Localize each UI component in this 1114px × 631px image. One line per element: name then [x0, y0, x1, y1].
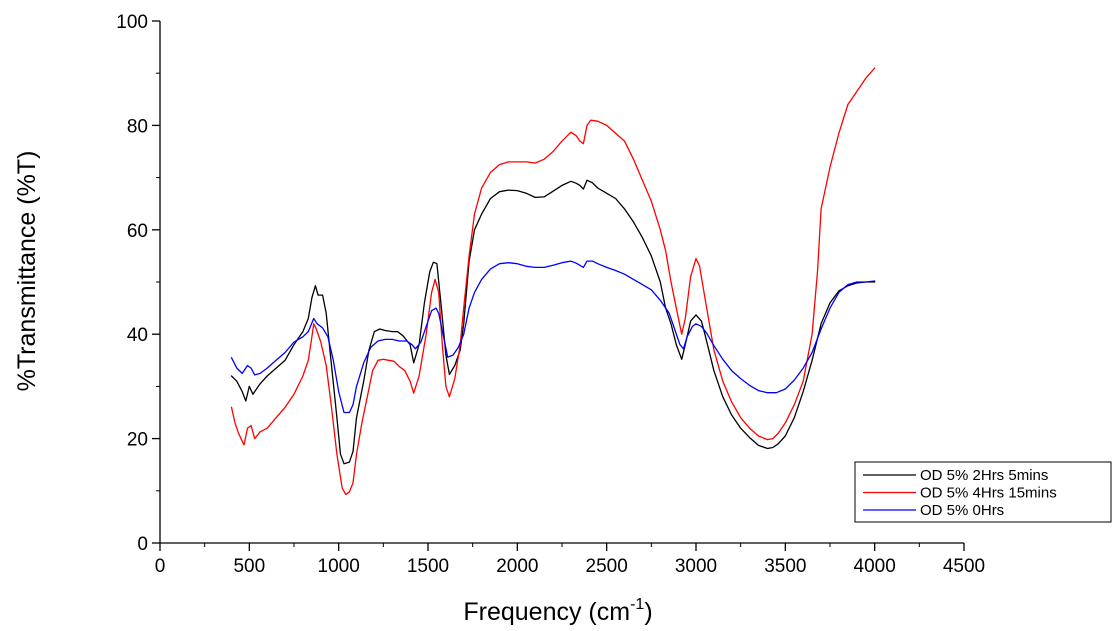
legend-label: OD 5% 0Hrs — [920, 502, 1004, 519]
y-tick-label: 80 — [127, 116, 148, 137]
series-line-2 — [230, 67, 876, 496]
x-axis-title-suffix: ) — [644, 598, 652, 626]
x-tick-label: 3000 — [675, 556, 717, 577]
series-layer — [230, 67, 876, 496]
x-tick-label: 2000 — [496, 556, 538, 577]
x-tick-label: 4000 — [854, 556, 896, 577]
y-tick-label: 40 — [127, 325, 148, 346]
x-tick-label: 4500 — [943, 556, 985, 577]
x-tick-label: 1500 — [407, 556, 449, 577]
legend-label: OD 5% 4Hrs 15mins — [920, 485, 1057, 502]
y-tick-label: 20 — [127, 430, 148, 451]
x-tick-label: 3500 — [764, 556, 806, 577]
series-line-3 — [230, 260, 876, 414]
x-tick-label: 1000 — [318, 556, 360, 577]
x-axis-title-main: Frequency (cm — [463, 598, 630, 626]
x-tick-label: 0 — [155, 556, 166, 577]
x-axis-title: Frequency (cm-1) — [463, 596, 652, 626]
y-axis-ticks: 0 20 40 60 80 100 — [116, 12, 160, 555]
y-tick-label: 0 — [137, 534, 148, 555]
legend-label: OD 5% 2Hrs 5mins — [920, 467, 1048, 484]
series-line-1 — [230, 179, 876, 465]
plot-area: 0 500 1000 1500 2000 2500 3000 3500 4000 4500 0 20… — [116, 12, 985, 577]
x-tick-label: 500 — [233, 556, 265, 577]
x-tick-label: 2500 — [586, 556, 628, 577]
x-axis-title-superscript: -1 — [630, 596, 644, 613]
x-axis-ticks: 0 500 1000 1500 2000 2500 3000 3500 4000 4500 — [155, 543, 985, 577]
y-tick-label: 60 — [127, 221, 148, 242]
y-tick-label: 100 — [116, 12, 148, 33]
y-axis-title: %Transmittance (%T) — [13, 151, 41, 392]
